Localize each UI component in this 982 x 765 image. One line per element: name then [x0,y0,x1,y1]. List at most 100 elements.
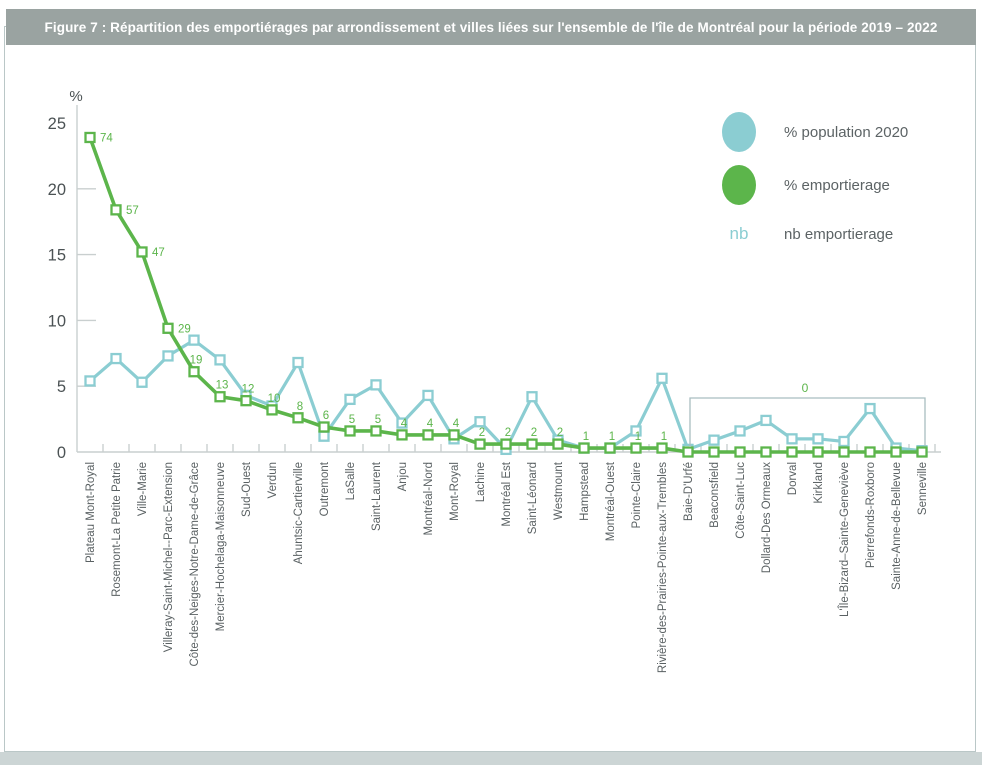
data-point-marker [318,421,330,433]
y-axis-unit-label: % [69,88,82,105]
data-point-marker [786,446,798,458]
y-tick-label: 5 [57,378,66,396]
axes [76,105,941,453]
data-point-marker [474,416,486,428]
data-point-marker [136,376,148,388]
x-axis-labels: Plateau Mont-Royal Rosemont-La Petite Pat… [85,461,929,673]
data-point-marker [396,429,408,441]
nb-label: 2 [505,427,511,439]
data-point-marker [864,402,876,415]
data-point-marker [500,438,512,450]
data-point-marker [240,395,252,407]
y-tick-label: 0 [57,444,66,462]
x-axis-label: Mont-Royal [449,462,461,521]
x-axis-label: Senneville [917,462,929,515]
nb-label: 19 [190,355,203,367]
x-axis-label: Saint-Laurent [371,461,383,531]
figure-title: Figure 7 : Répartition des emportiérages… [44,19,938,35]
nb-label: 10 [268,393,281,405]
data-point-marker [344,425,356,437]
data-point-marker [370,425,382,437]
data-point-marker [214,354,226,366]
nb-label: 74 [100,132,113,144]
bottom-banner [0,752,982,765]
data-point-marker [370,379,382,391]
data-point-marker [188,366,200,378]
data-point-marker [422,389,434,402]
nb-label: 5 [349,414,355,426]
nb-label: 5 [375,414,381,426]
data-point-marker [838,446,850,458]
data-point-marker [110,204,122,216]
legend-item-nb: nb nb emportierage [722,224,894,244]
nb-labels: 74 57 47 29 19 13 12 10 8 6 5 5 4 4 4 2 2 2 2 1 1 1 1 [100,132,667,443]
y-tick-label: 10 [48,312,66,330]
data-point-marker [292,356,304,369]
x-axis-label: Westmount [553,461,565,520]
nb-label: 4 [427,418,434,430]
y-tick-label: 15 [48,247,66,265]
x-axis-label: Sud-Ouest [241,461,253,517]
x-axis-label: Pierrefonds-Roxboro [865,462,877,568]
x-axis-label: Dollard-Des Ormeaux [761,462,773,573]
x-axis-label: Saint-Léonard [527,462,539,534]
data-point-marker [162,322,174,334]
x-axis-label: Rivière-des-Prairies-Pointe-aux-Trembles [657,462,669,673]
data-point-marker [786,433,798,445]
nb-label: 1 [635,431,641,443]
nb-label: 57 [126,205,139,217]
zero-bracket: 0 [689,381,926,447]
x-axis-label: Lachine [475,462,487,502]
nb-label: 13 [216,380,229,392]
data-point-marker [916,446,928,458]
data-point-marker [760,446,772,458]
data-point-marker [188,334,200,346]
x-axis-label: Pointe-Claire [631,462,643,528]
nb-label: 8 [297,401,303,413]
legend-item-population: % population 2020 [722,112,908,152]
x-axis-label: Rosemont-La Petite Patrie [111,462,123,597]
data-point-marker [682,446,694,458]
nb-label: 12 [242,384,255,396]
data-point-marker [890,446,902,458]
data-point-marker [526,391,538,403]
emportierage-swatch-icon [722,165,756,205]
data-point-marker [474,438,486,450]
x-axis-label: Outremont [319,461,331,516]
legend-label-population: % population 2020 [784,123,909,141]
y-tick-label: 20 [48,181,66,199]
data-point-marker [396,417,408,429]
x-axis-label: Ahuntsic-Cartierville [293,462,305,564]
legend-label-nb: nb emportierage [784,225,894,243]
data-point-marker [734,446,746,458]
data-point-marker [734,425,746,437]
nb-label: 2 [557,427,563,439]
figure-title-bar: Figure 7 : Répartition des emportiérages… [6,9,976,45]
x-axis-label: Mercier-Hochelaga-Maisonneuve [215,462,227,631]
nb-label: 4 [401,418,408,430]
data-point-marker [526,438,538,450]
nb-label: 2 [531,427,537,439]
x-axis-label: L'Île-Bizard–Sainte-Geneviève [838,462,851,617]
data-point-marker [630,442,642,454]
x-axis-label: Anjou [397,462,409,491]
data-point-marker [214,391,226,403]
x-axis-label: Plateau Mont-Royal [85,462,97,563]
x-axis-label: Montréal-Nord [423,462,435,536]
nb-label: 1 [583,431,589,443]
x-axis-label: Montréal-Ouest [605,461,617,541]
nb-label: 2 [479,427,485,439]
x-axis-label: Dorval [787,462,799,495]
data-point-marker [630,425,642,437]
nb-label: 1 [609,431,615,443]
data-point-marker [708,446,720,458]
data-point-marker [422,429,434,441]
data-point-marker [84,131,96,144]
data-point-marker [656,442,668,454]
data-point-marker [864,446,876,458]
x-axis-label: Villeray-Saint-Michel--Parc-Extension [163,462,175,652]
data-point-marker [162,350,174,362]
data-point-marker [84,375,96,387]
